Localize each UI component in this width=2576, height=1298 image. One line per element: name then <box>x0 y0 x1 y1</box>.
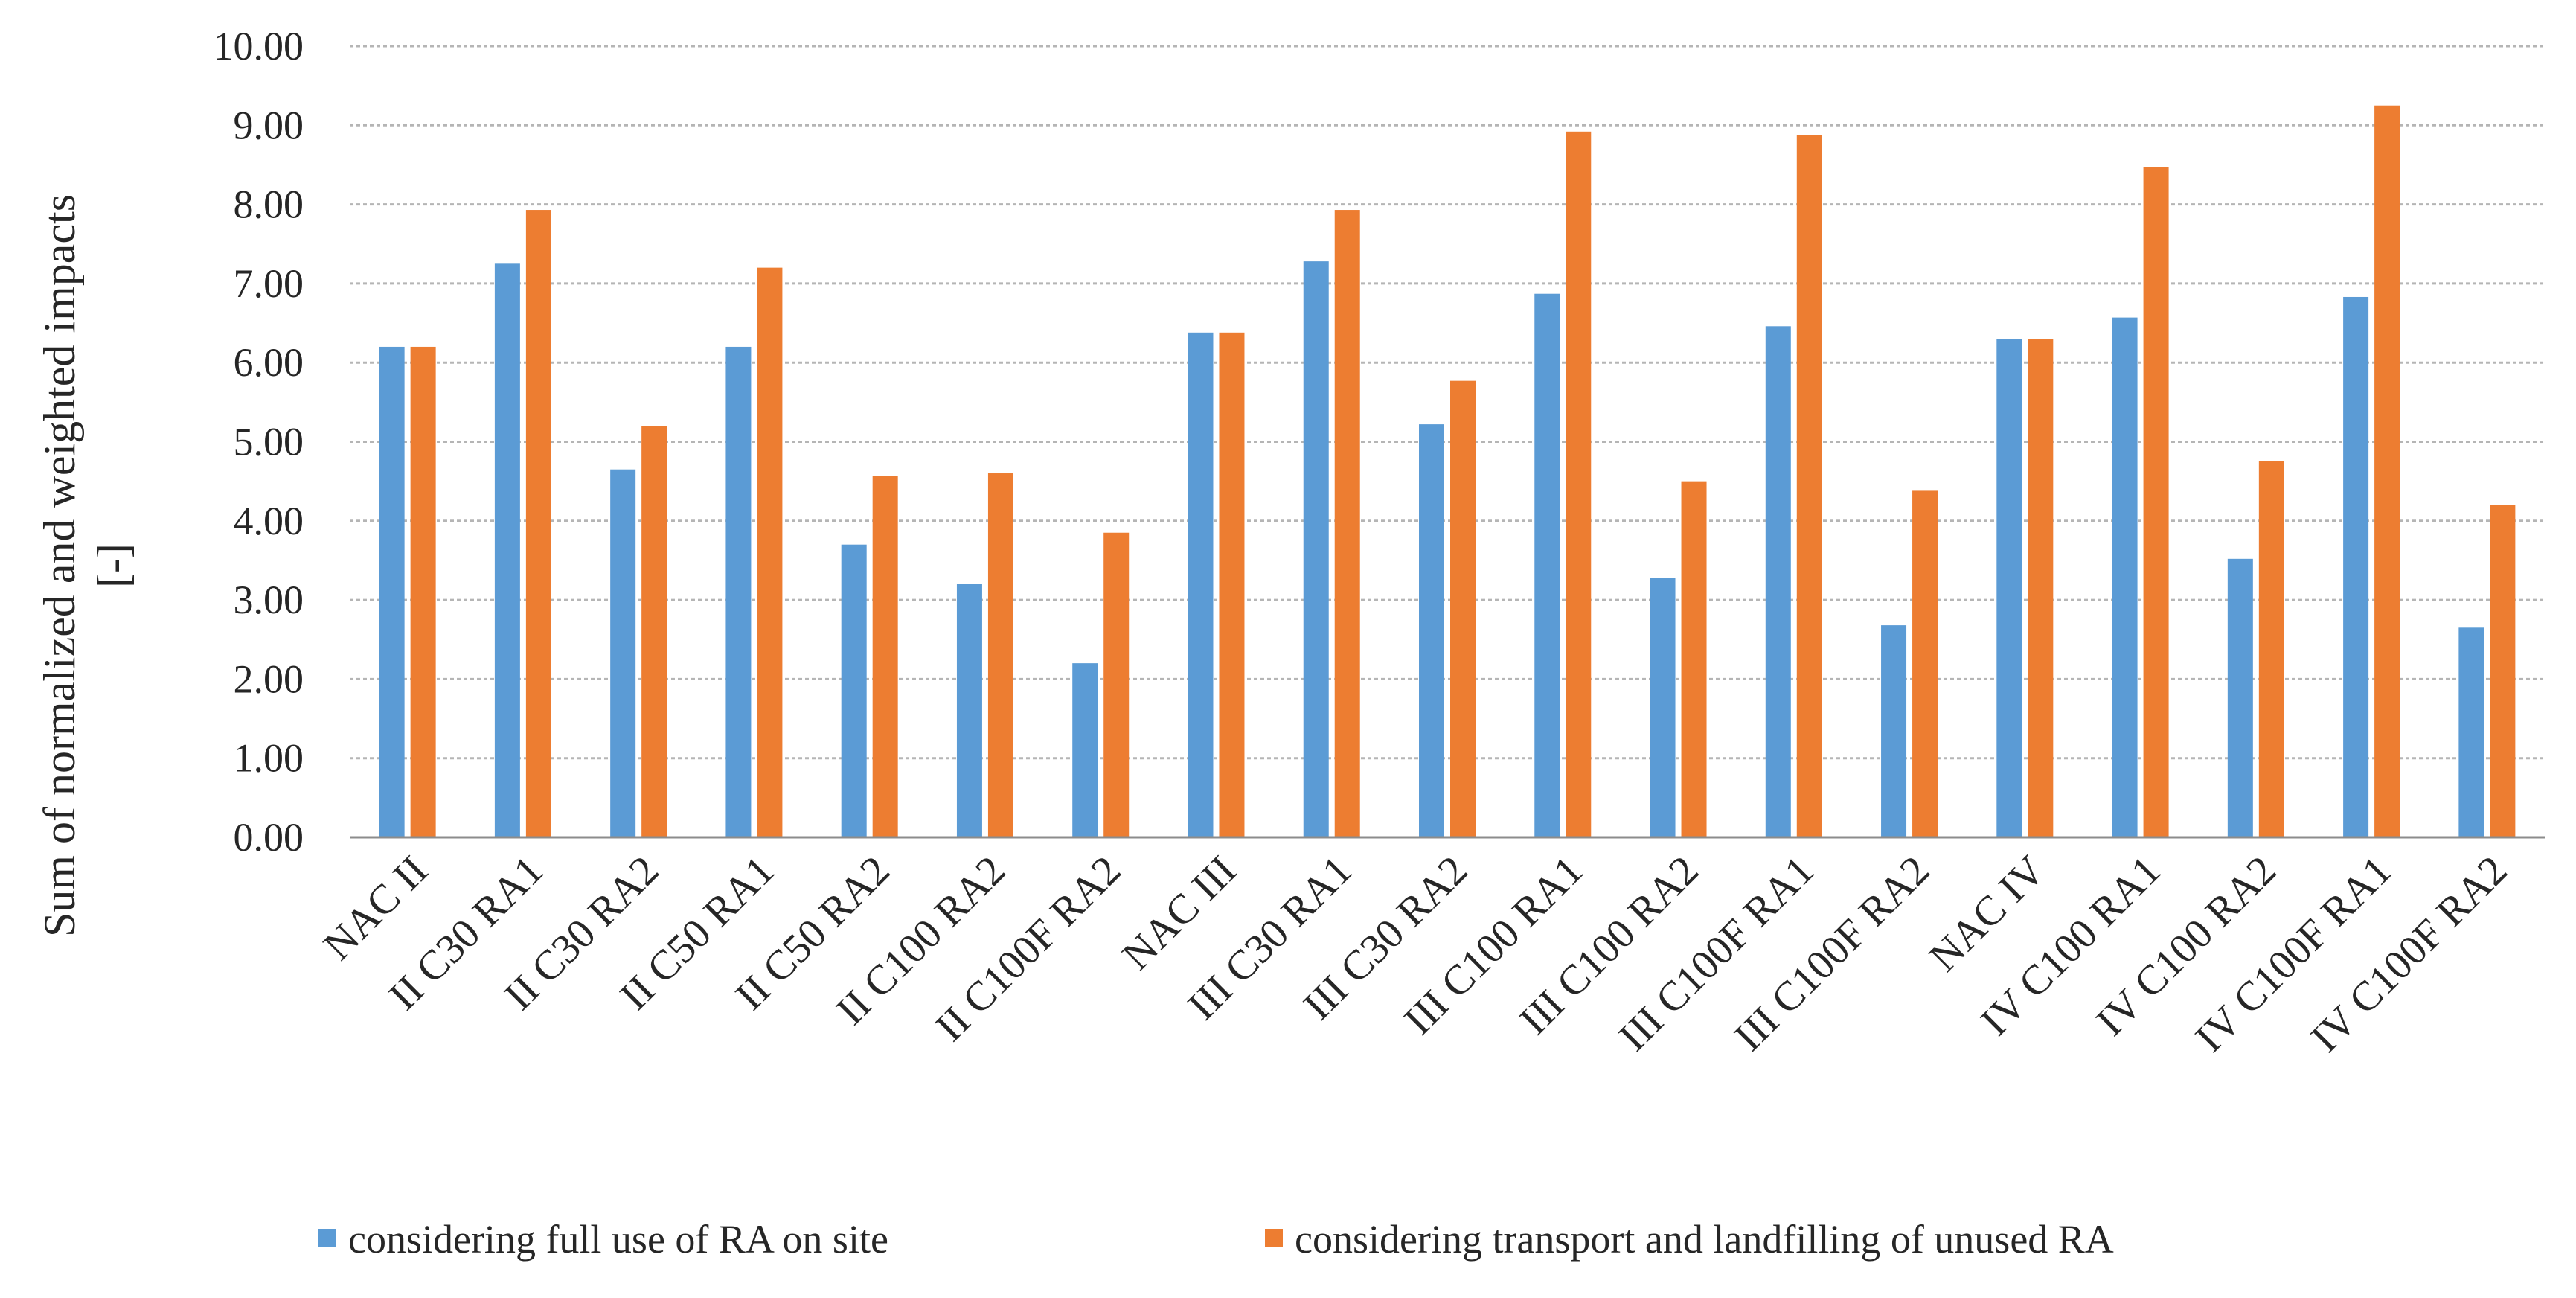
bar-full-use <box>2112 317 2138 837</box>
bar-transport <box>1681 481 1707 837</box>
bar-transport <box>757 267 783 837</box>
y-tick-label: 1.00 <box>234 736 304 781</box>
bar-transport <box>410 346 436 837</box>
bar-transport <box>987 473 1013 837</box>
bar-full-use <box>1881 625 1907 837</box>
bar-full-use <box>379 346 405 837</box>
bar-full-use <box>1419 424 1444 837</box>
bar-transport <box>1796 135 1822 837</box>
bar-transport <box>1912 490 1938 837</box>
bar-full-use <box>2458 627 2484 837</box>
legend-swatch-transport <box>1265 1229 1283 1247</box>
bar-transport <box>525 210 551 837</box>
gridlines <box>350 45 2545 760</box>
bar-full-use <box>1188 332 1214 837</box>
y-tick-label: 9.00 <box>234 103 304 147</box>
bar-transport <box>1103 532 1130 837</box>
bar-full-use <box>1650 578 1676 837</box>
y-tick-label: 10.00 <box>214 24 304 68</box>
bar-transport <box>641 426 667 837</box>
y-tick-label: 4.00 <box>234 499 304 543</box>
bar-full-use <box>1303 261 1329 837</box>
bar-transport <box>2028 339 2054 837</box>
bar-full-use <box>2227 558 2253 837</box>
legend-label-full-use: considering full use of RA on site <box>348 1217 888 1262</box>
bar-transport <box>1450 380 1476 837</box>
bar-full-use <box>1996 339 2022 837</box>
bar-transport <box>1566 131 1592 837</box>
legend-label-transport: considering transport and landfilling of… <box>1295 1217 2114 1262</box>
y-tick-labels: 0.00 1.00 2.00 3.00 4.00 5.00 6.00 7.00 8.00 9.00… <box>214 24 304 860</box>
y-tick-label: 5.00 <box>234 420 304 464</box>
x-tick-label: IV C100F RA1 <box>2187 847 2400 1061</box>
bar-full-use <box>2343 296 2369 837</box>
bar-transport <box>2374 105 2400 838</box>
y-tick-label: 2.00 <box>234 656 304 701</box>
bar-transport <box>2490 505 2516 837</box>
y-tick-label: 8.00 <box>234 182 304 227</box>
x-tick-label: IV C100F RA2 <box>2302 847 2516 1061</box>
y-tick-label: 6.00 <box>234 340 304 385</box>
bar-full-use <box>956 584 982 837</box>
bar-transport <box>2258 461 2284 837</box>
y-tick-label: 3.00 <box>234 578 304 622</box>
bar-transport <box>1334 210 1360 837</box>
bar-full-use <box>1072 663 1098 837</box>
bar-full-use <box>610 469 636 837</box>
y-tick-label: 0.00 <box>234 815 304 860</box>
bar-transport <box>1219 332 1245 837</box>
bar-transport <box>872 476 898 837</box>
bar-full-use <box>1765 326 1791 837</box>
legend-swatch-full-use <box>318 1229 336 1247</box>
bar-full-use <box>725 346 752 837</box>
y-axis-unit: [-] <box>89 543 138 588</box>
bar-transport <box>2143 167 2169 838</box>
bars <box>379 105 2516 838</box>
legend: considering full use of RA on site consi… <box>318 1217 2114 1262</box>
bar-full-use <box>1534 293 1560 837</box>
bar-full-use <box>841 544 867 837</box>
y-tick-label: 7.00 <box>234 261 304 306</box>
bar-full-use <box>494 263 520 837</box>
y-axis-title: Sum of normalized and weighted impacts <box>35 194 84 937</box>
